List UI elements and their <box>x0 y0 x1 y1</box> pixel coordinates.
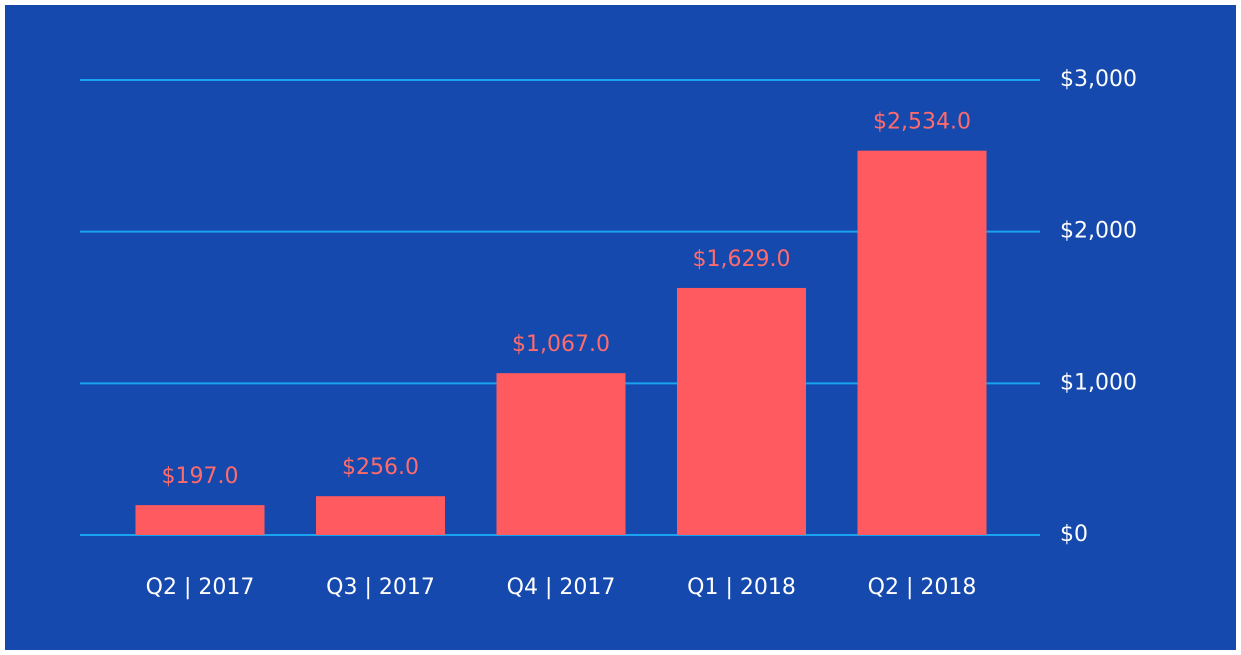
value-label: $256.0 <box>342 455 419 480</box>
y-tick-label: $1,000 <box>1060 370 1137 395</box>
x-tick-label: Q1 | 2018 <box>687 575 796 600</box>
bar <box>316 496 445 535</box>
bar <box>135 505 265 535</box>
value-label: $1,067.0 <box>512 332 610 357</box>
bar <box>496 373 626 535</box>
y-tick-label: $2,000 <box>1060 219 1137 244</box>
value-label: $2,534.0 <box>873 110 971 135</box>
y-tick-label: $0 <box>1060 522 1088 547</box>
value-label: $1,629.0 <box>693 247 791 272</box>
x-tick-label: Q4 | 2017 <box>507 575 616 600</box>
x-tick-label: Q3 | 2017 <box>326 575 435 600</box>
y-tick-label: $3,000 <box>1060 67 1137 92</box>
x-tick-label: Q2 | 2018 <box>868 575 977 600</box>
bar <box>677 287 806 535</box>
value-label: $197.0 <box>162 464 239 489</box>
bar <box>857 150 987 535</box>
background <box>5 5 1236 650</box>
x-tick-label: Q2 | 2017 <box>146 575 255 600</box>
